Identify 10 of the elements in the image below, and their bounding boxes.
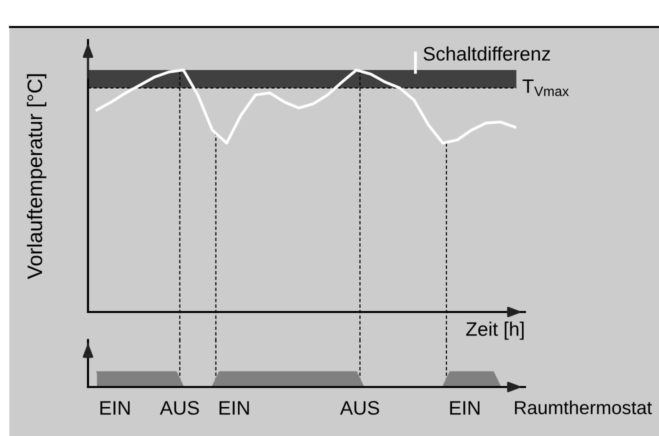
text: EIN [100, 401, 130, 415]
text: AUS [340, 401, 380, 415]
band-label: Schaltdifferenz [424, 46, 550, 61]
text: EIN [450, 401, 480, 415]
x-axis-title: Zeit [h] [466, 322, 524, 340]
x-axis-title: Raumthermostat [515, 400, 652, 414]
text: EIN [220, 401, 249, 415]
text: AUS [160, 401, 199, 415]
ref-line-label: T$_{Vmax}$ [522, 80, 569, 96]
y-axis-title: Vorlauftemperatur [°C] [26, 74, 46, 280]
